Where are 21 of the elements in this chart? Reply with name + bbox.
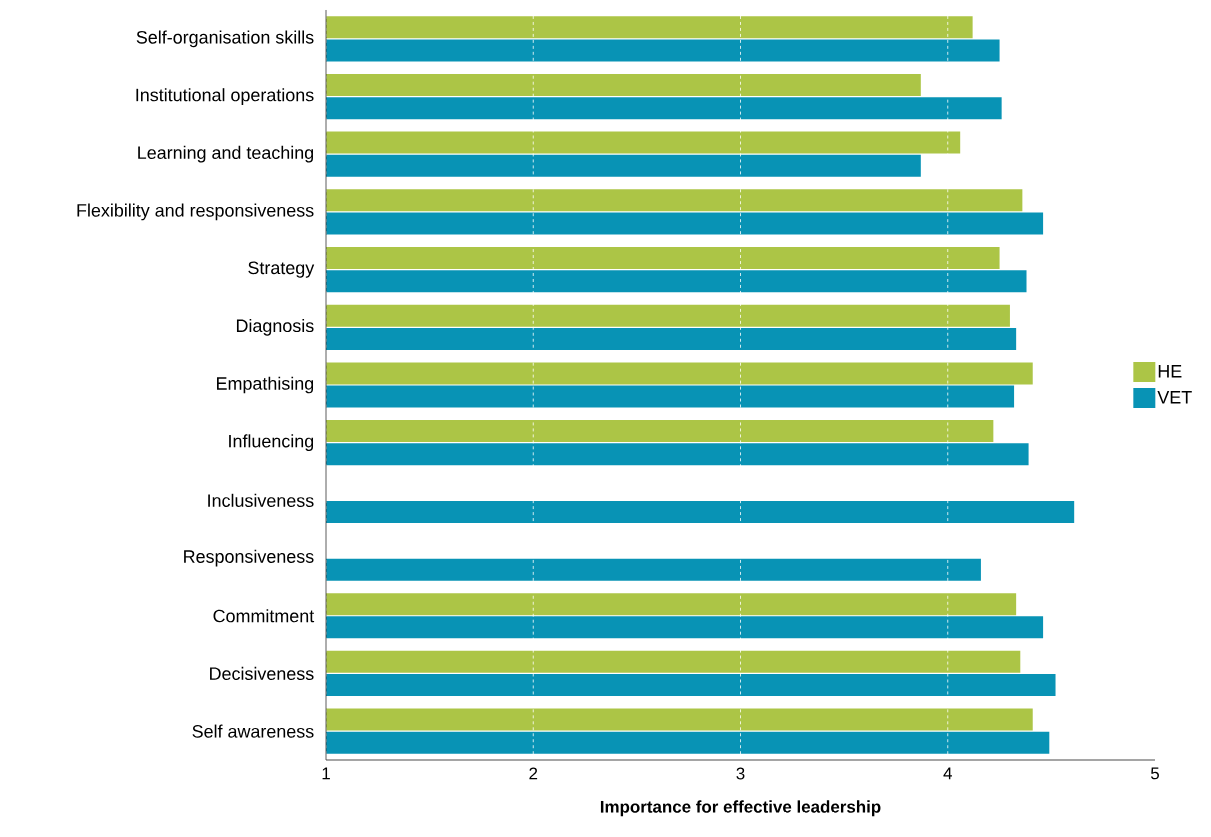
y-tick-label: Flexibility and responsiveness	[77, 203, 314, 221]
y-tick-label: Institutional operations	[136, 88, 314, 105]
y-tick-label: Influencing	[229, 434, 314, 452]
y-tick-label: Commitment	[213, 609, 315, 623]
y-tick-label: Decisiveness	[210, 666, 314, 681]
y-tick-label: Empathising	[217, 376, 314, 394]
x-tick-label: 2	[529, 767, 538, 780]
y-tick-label: Strategy	[248, 261, 315, 278]
x-tick-label: 4	[943, 767, 952, 780]
x-tick-label: 1	[322, 767, 330, 780]
y-tick-label: Responsiveness	[184, 549, 314, 567]
x-tick-label: 3	[736, 767, 745, 780]
y-tick-label: Diagnosis	[236, 318, 314, 336]
legend-label: HE	[1158, 365, 1182, 378]
y-tick-label: Inclusiveness	[208, 493, 314, 507]
y-tick-label: Learning and teaching	[138, 145, 314, 163]
legend-label: VET	[1157, 391, 1192, 404]
x-tick-label: 5	[1150, 767, 1159, 780]
y-tick-label: Self-organisation skills	[136, 30, 314, 48]
x-axis-title: Importance for effective leadership	[600, 800, 881, 817]
y-tick-label: Self awareness	[192, 724, 314, 738]
